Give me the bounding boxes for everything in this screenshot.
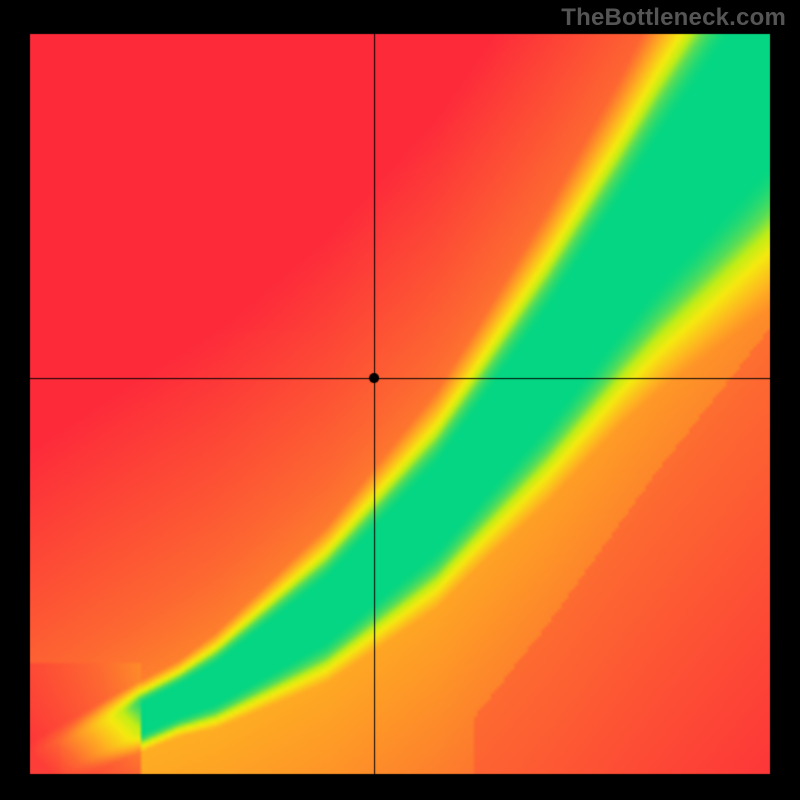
chart-container: TheBottleneck.com <box>0 0 800 800</box>
bottleneck-heatmap <box>0 0 800 800</box>
watermark-text: TheBottleneck.com <box>561 4 786 32</box>
